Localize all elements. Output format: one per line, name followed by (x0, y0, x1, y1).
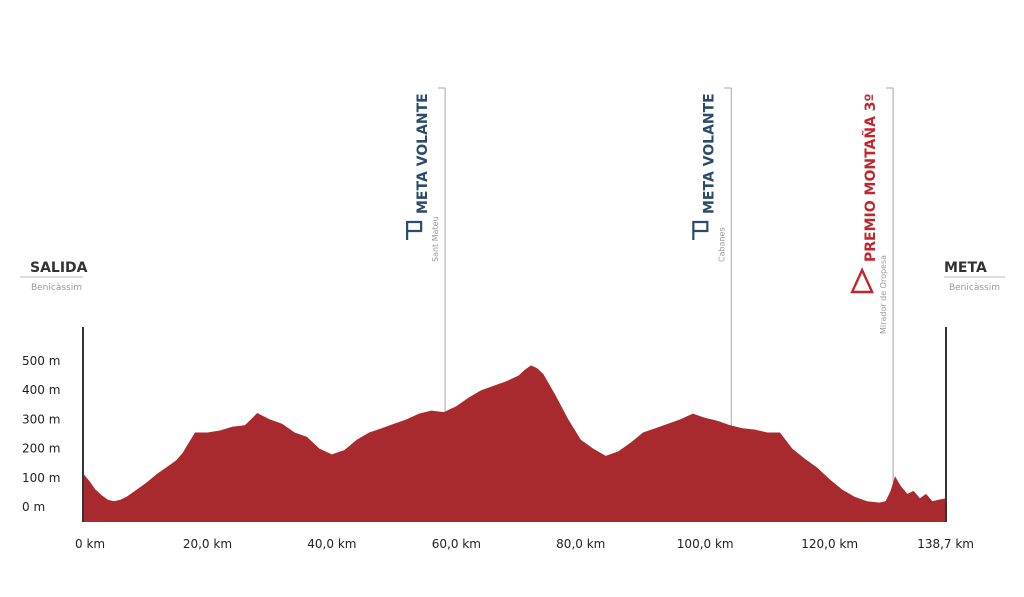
sprint-flag-icon (692, 220, 709, 240)
x-tick-label: 120,0 km (801, 537, 858, 551)
elevation-profile-area (83, 365, 946, 522)
x-axis-ticks: 0 km 20,0 km 40,0 km 60,0 km 80,0 km 100,0 km… (75, 537, 974, 551)
x-tick-label: 138,7 km (917, 537, 974, 551)
marker-label: META VOLANTE Cabanes (701, 93, 726, 262)
y-tick-label: 300 m (22, 412, 60, 426)
marker-place: Cabanes (717, 227, 726, 262)
x-tick-label: 0 km (75, 537, 105, 551)
marker-title: META VOLANTE (701, 93, 717, 214)
y-tick-label: 500 m (22, 354, 60, 368)
marker-title: META VOLANTE (415, 93, 431, 214)
start-finish-layer: SALIDA Benicàssim META Benicàssim (20, 260, 1005, 522)
start-name: SALIDA (30, 260, 88, 276)
x-tick-label: 40,0 km (307, 537, 356, 551)
start-place: Benicàssim (31, 283, 82, 293)
y-tick-label: 400 m (22, 383, 60, 397)
y-axis-ticks: 0 m 100 m 200 m 300 m 400 m 500 m (22, 354, 60, 514)
x-tick-label: 100,0 km (677, 537, 734, 551)
x-tick-label: 20,0 km (183, 537, 232, 551)
marker-place: Sant Mateu (431, 216, 440, 262)
y-tick-label: 200 m (22, 442, 60, 456)
finish-place: Benicàssim (949, 283, 1000, 293)
sprint-flag-icon (406, 220, 423, 240)
y-tick-label: 100 m (22, 471, 60, 485)
x-tick-label: 60,0 km (432, 537, 481, 551)
y-tick-label: 0 m (22, 500, 45, 514)
marker-place: Mirador de Oropesa (879, 255, 888, 334)
marker-title: PREMIO MONTAÑA 3º (862, 93, 879, 262)
x-tick-label: 80,0 km (556, 537, 605, 551)
mountain-triangle-icon (850, 267, 874, 294)
finish-name: META (944, 260, 987, 276)
